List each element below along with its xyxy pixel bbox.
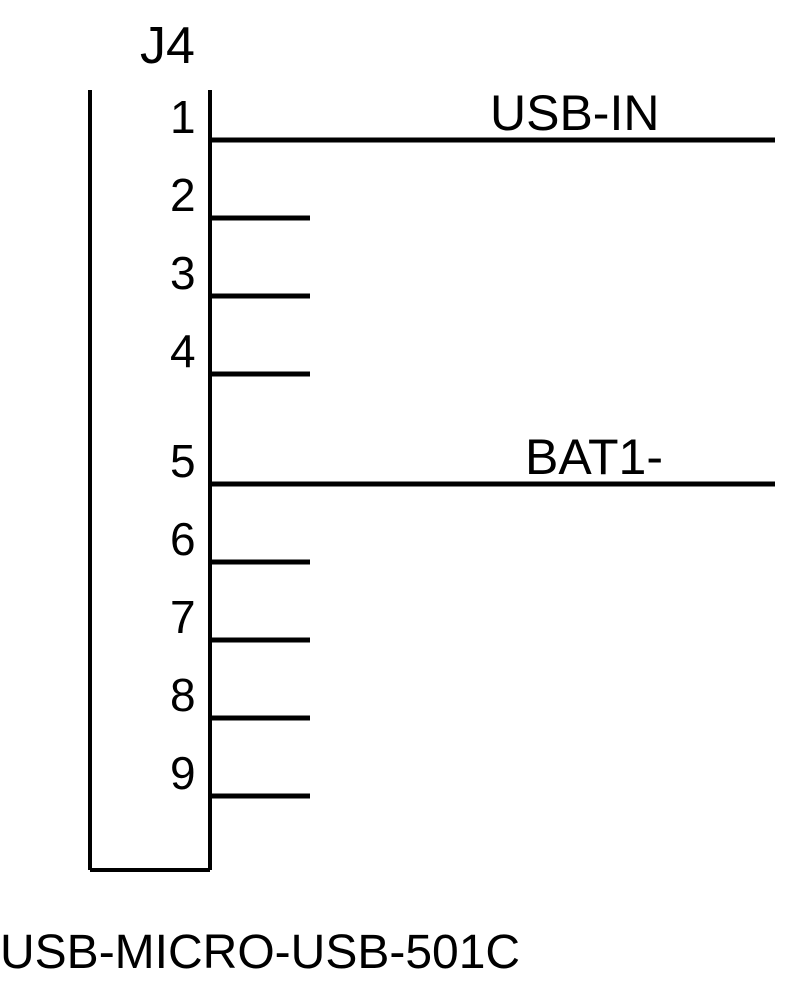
pin-number: 6 <box>170 512 196 566</box>
pin-number: 1 <box>170 90 196 144</box>
pin-number: 3 <box>170 246 196 300</box>
net-label: USB-IN <box>490 84 659 142</box>
pin-number: 5 <box>170 434 196 488</box>
pin-number: 8 <box>170 668 196 722</box>
component-designator: J4 <box>140 16 195 76</box>
schematic-canvas <box>0 0 795 1000</box>
net-label: BAT1- <box>525 428 663 486</box>
pin-number: 4 <box>170 324 196 378</box>
pin-number: 2 <box>170 168 196 222</box>
pin-number: 7 <box>170 590 196 644</box>
component-part-name: USB-MICRO-USB-501C <box>0 925 520 980</box>
pin-number: 9 <box>170 746 196 800</box>
